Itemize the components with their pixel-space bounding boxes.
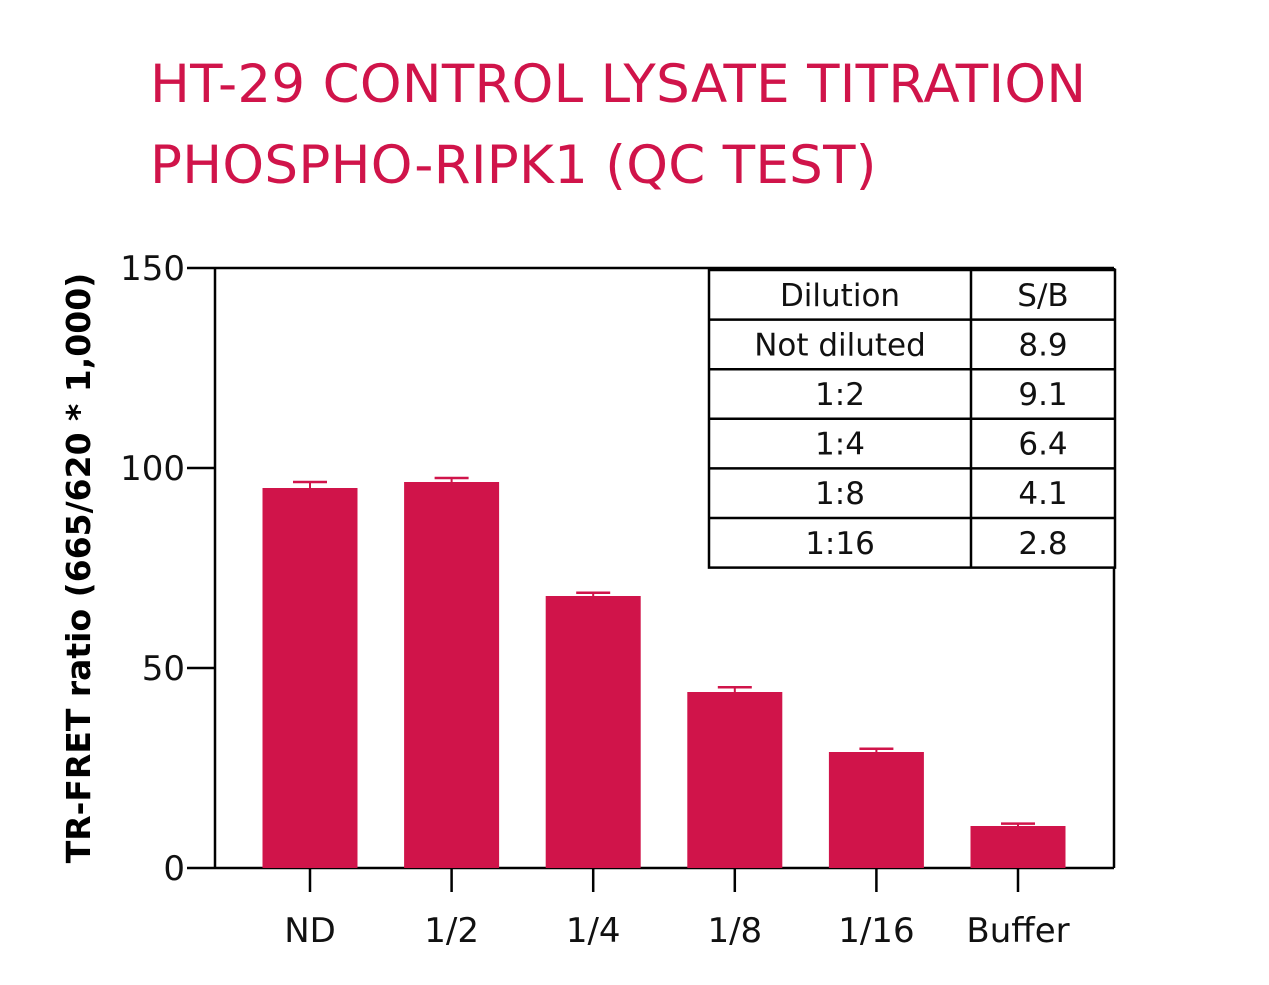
bar	[687, 692, 783, 868]
bar	[404, 482, 500, 868]
table-cell-sb: 9.1	[1018, 377, 1067, 413]
x-tick-label: 1/2	[424, 911, 479, 951]
x-tick-label: Buffer	[966, 911, 1069, 951]
chart-bars	[262, 482, 1066, 868]
y-tick-label: 150	[120, 249, 185, 289]
y-tick-label: 0	[163, 849, 185, 889]
x-tick-label: 1/8	[707, 911, 762, 951]
y-axis-label: TR-FRET ratio (665/620 * 1,000)	[59, 273, 98, 864]
table-cell-sb: 6.4	[1018, 427, 1067, 463]
table-cell-sb: 4.1	[1018, 476, 1067, 512]
y-axis-ticks: 0 50 100 150	[120, 249, 215, 889]
bar	[970, 826, 1066, 868]
bar	[545, 596, 641, 868]
table-cell-dilution: 1:8	[815, 476, 865, 512]
table-cell-dilution: Not diluted	[754, 327, 926, 363]
y-tick-label: 50	[142, 649, 185, 689]
x-axis-ticks: ND 1/2 1/4 1/8 1/16 Buffer	[284, 868, 1070, 951]
bar	[262, 488, 358, 868]
table-cell-dilution: 1:2	[815, 377, 865, 413]
table-cell-dilution: 1:16	[805, 526, 875, 562]
sb-table: Dilution S/B Not diluted 8.9 1:2 9.1 1:4 6.4 1:8…	[707, 268, 1117, 569]
bar	[828, 752, 924, 868]
x-tick-label: ND	[284, 911, 336, 951]
table-header-sb: S/B	[1017, 278, 1068, 314]
table-cell-sb: 8.9	[1018, 327, 1067, 363]
x-tick-label: 1/16	[838, 911, 914, 951]
table-cell-dilution: 1:4	[815, 427, 865, 463]
chart-title-line-1: HT-29 CONTROL LYSATE TITRATION	[150, 54, 1087, 115]
chart-title-line-2: PHOSPHO-RIPK1 (QC TEST)	[150, 135, 877, 196]
table-cell-sb: 2.8	[1018, 526, 1067, 562]
y-tick-label: 100	[120, 449, 185, 489]
x-tick-label: 1/4	[566, 911, 621, 951]
table-header-dilution: Dilution	[780, 278, 900, 314]
chart-error-bars	[293, 476, 1035, 826]
